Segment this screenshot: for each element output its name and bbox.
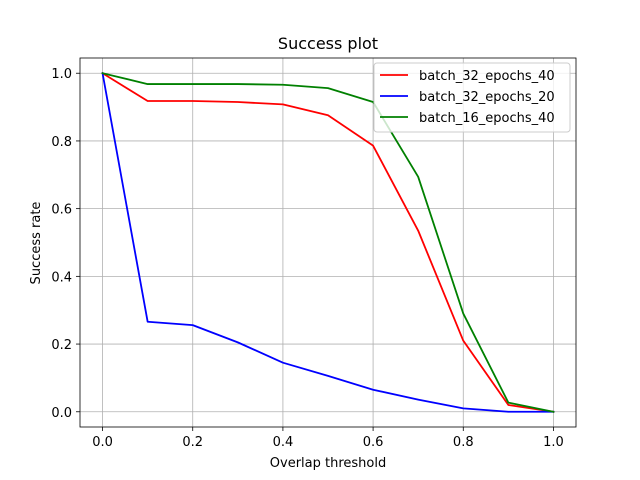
chart-title: Success plot bbox=[278, 34, 378, 53]
legend-label: batch_32_epochs_40 bbox=[419, 69, 555, 84]
legend-label: batch_16_epochs_40 bbox=[419, 111, 555, 126]
x-tick-label: 0.2 bbox=[182, 435, 203, 450]
legend-box bbox=[373, 62, 571, 133]
y-tick-label: 0.8 bbox=[51, 135, 72, 150]
x-tick-label: 0.0 bbox=[92, 435, 113, 450]
x-tick-label: 1.0 bbox=[543, 435, 564, 450]
y-tick-label: 0.0 bbox=[51, 406, 72, 421]
x-tick-label: 0.4 bbox=[273, 435, 294, 450]
series-line-batch_16_epochs_40 bbox=[101, 72, 555, 413]
legend-label: batch_32_epochs_20 bbox=[419, 90, 555, 105]
y-tick-label: 0.4 bbox=[51, 270, 72, 285]
x-tick-label: 0.6 bbox=[363, 435, 384, 450]
legend: batch_32_epochs_40 batch_32_epochs_20batc… bbox=[373, 62, 571, 133]
y-tick-label: 0.2 bbox=[51, 338, 72, 353]
plot-frame bbox=[79, 57, 577, 428]
series-line-batch_32_epochs_40 bbox=[101, 71, 555, 413]
y-tick-label: 1.0 bbox=[51, 67, 72, 82]
y-tick-label: 0.6 bbox=[51, 203, 72, 218]
series-line-batch_32_epochs_20 bbox=[101, 72, 555, 413]
x-tick-label: 0.8 bbox=[453, 435, 474, 450]
y-axis-ticks: 0.0 0.2 0.4 0.6 0.8 1.0 bbox=[51, 67, 80, 421]
x-axis-label: Overlap threshold bbox=[270, 456, 386, 471]
y-axis-label: Success rate bbox=[29, 202, 44, 285]
x-axis-ticks: 0.0 0.2 0.4 0.6 0.8 1.0 bbox=[92, 427, 564, 450]
series-lines bbox=[101, 71, 555, 413]
